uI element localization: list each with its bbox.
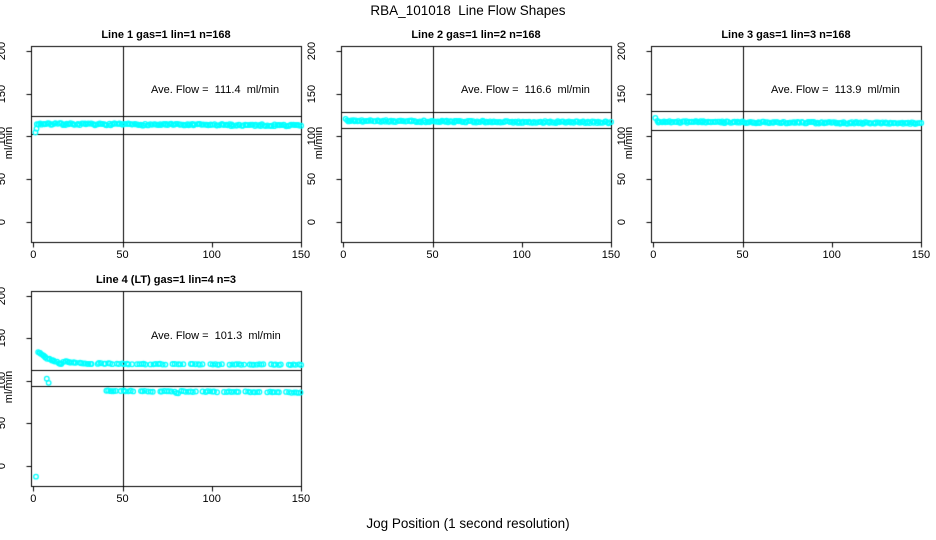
x-tick-label: 0 bbox=[30, 249, 37, 261]
y-tick-label: 50 bbox=[616, 172, 628, 186]
ave-flow-annotation-line1: Ave. Flow = 111.4 ml/min bbox=[151, 84, 280, 96]
y-tick-label: 150 bbox=[0, 84, 8, 103]
x-tick-label: 0 bbox=[30, 493, 37, 505]
x-tick-label: 100 bbox=[202, 493, 221, 505]
x-tick-label: 50 bbox=[116, 249, 129, 261]
x-tick-label: 150 bbox=[911, 249, 931, 261]
panel-title-line1: Line 1 gas=1 lin=1 n=168 bbox=[101, 29, 231, 41]
y-tick-label: 100 bbox=[0, 127, 8, 146]
x-tick-label: 50 bbox=[116, 493, 129, 505]
x-tick-label: 100 bbox=[202, 249, 221, 261]
y-tick-label: 150 bbox=[306, 84, 318, 103]
y-tick-label: 50 bbox=[0, 417, 8, 430]
panel-title-line3: Line 3 gas=1 lin=3 n=168 bbox=[721, 29, 851, 41]
y-tick-label: 200 bbox=[616, 41, 628, 61]
ave-flow-annotation-line2: Ave. Flow = 116.6 ml/min bbox=[461, 84, 590, 96]
y-tick-label: 150 bbox=[0, 329, 8, 348]
x-tick-label: 0 bbox=[650, 249, 657, 261]
y-tick-label: 100 bbox=[616, 127, 628, 146]
panel-title-line2: Line 2 gas=1 lin=2 n=168 bbox=[411, 29, 541, 41]
y-tick-label: 0 bbox=[306, 218, 318, 225]
y-tick-label: 200 bbox=[0, 286, 8, 306]
y-tick-label: 50 bbox=[0, 172, 8, 186]
y-tick-label: 200 bbox=[0, 41, 8, 61]
x-tick-label: 150 bbox=[291, 493, 311, 505]
ave-flow-annotation-line4: Ave. Flow = 101.3 ml/min bbox=[151, 330, 281, 342]
y-tick-label: 0 bbox=[0, 202, 8, 242]
y-tick-label: 150 bbox=[616, 84, 628, 103]
x-tick-label: 50 bbox=[736, 249, 749, 261]
x-tick-label: 100 bbox=[512, 249, 531, 261]
x-tick-label: 150 bbox=[291, 249, 311, 261]
y-tick-label: 200 bbox=[306, 41, 318, 61]
panel-title-line4: Line 4 (LT) gas=1 lin=4 n=3 bbox=[95, 274, 237, 286]
y-tick-label: 100 bbox=[306, 127, 318, 146]
y-tick-label: 100 bbox=[0, 371, 8, 391]
x-tick-label: 100 bbox=[822, 249, 841, 261]
x-tick-label: 150 bbox=[601, 249, 621, 261]
x-tick-label: 0 bbox=[340, 249, 347, 261]
x-tick-label: 50 bbox=[426, 249, 439, 261]
figure-title: RBA_101018 Line Flow Shapes bbox=[370, 3, 566, 18]
y-tick-label: 0 bbox=[616, 218, 628, 225]
ave-flow-annotation-line3: Ave. Flow = 113.9 ml/min bbox=[771, 84, 900, 96]
x-axis-label: Jog Position (1 second resolution) bbox=[366, 516, 570, 531]
y-tick-label: 50 bbox=[306, 172, 318, 186]
y-tick-label: 0 bbox=[0, 446, 8, 486]
